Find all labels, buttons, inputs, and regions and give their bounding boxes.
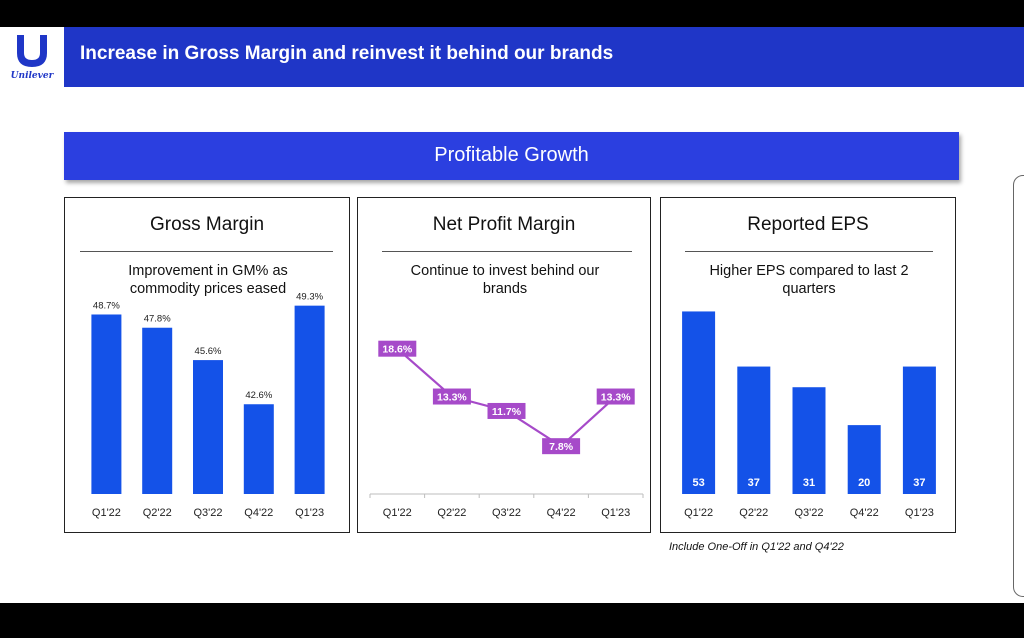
slide-title: Increase in Gross Margin and reinvest it…: [80, 43, 614, 64]
panel-divider: [382, 251, 632, 252]
presentation-slide: Unilever Increase in Gross Margin and re…: [0, 27, 1024, 603]
reported-eps-chart: 53 37 31 20 37 Q1'22 Q2'22 Q3'22 Q4'22 Q1'23: [682, 311, 936, 519]
data-label: 53: [692, 477, 704, 489]
banner-label: Profitable Growth: [434, 144, 589, 166]
x-tick-label: Q1'22: [92, 507, 121, 519]
unilever-u-logo-icon: [17, 35, 47, 67]
chart-bar: [902, 366, 936, 494]
chart-bar: [847, 425, 881, 494]
panel-subtitle: Continue to invest behind our brands: [410, 263, 600, 297]
section-banner: Profitable Growth: [64, 132, 959, 180]
brand-wordmark: Unilever: [10, 71, 54, 81]
unilever-logo: Unilever: [0, 27, 64, 87]
chart-bar: [193, 360, 223, 494]
x-tick-label: Q1'23: [905, 507, 934, 519]
panel-title: Net Profit Margin: [432, 214, 576, 235]
footnote: Include One-Off in Q1'22 and Q4'22: [669, 541, 844, 553]
data-label: 42.6%: [245, 390, 272, 401]
chart-bar: [682, 311, 716, 494]
data-label: 20: [858, 477, 870, 489]
data-label: 18.6%: [382, 344, 412, 356]
title-bar: Increase in Gross Margin and reinvest it…: [64, 27, 1024, 87]
data-label: 48.7%: [93, 300, 120, 311]
data-point-marker: [487, 402, 526, 419]
x-tick-label: Q2'22: [739, 507, 768, 519]
series-line: [396, 347, 617, 448]
data-label: 13.3%: [437, 392, 467, 404]
data-label: 49.3%: [296, 292, 323, 303]
gross-margin-panel: Gross Margin Improvement in GM% as commo…: [64, 197, 350, 533]
data-label: 45.6%: [195, 346, 222, 357]
side-panel-edge: [1013, 175, 1024, 597]
chart-bar: [294, 305, 325, 494]
x-tick-label: Q3'22: [193, 507, 222, 519]
data-label: 31: [803, 477, 815, 489]
data-label: 13.3%: [601, 392, 631, 404]
panel-title: Reported EPS: [747, 214, 869, 235]
x-tick-label: Q1'22: [383, 507, 412, 519]
data-label: 37: [748, 477, 760, 489]
data-point-marker: [542, 438, 581, 455]
x-tick-label: Q4'22: [547, 507, 576, 519]
data-label: 11.7%: [492, 406, 522, 418]
net-profit-margin-chart: 18.6% 13.3% 11.7% 7.8% 13.3% Q1'22 Q2'22 Q3'22 Q…: [369, 340, 644, 519]
data-label: 47.8%: [144, 314, 171, 325]
x-tick-label: Q2'22: [437, 507, 466, 519]
gross-margin-chart: 48.7% 47.8% 45.6% 42.6% 49.3% Q1'22 Q2'22 Q3'22…: [91, 292, 325, 519]
chart-bar: [243, 404, 274, 494]
chart-bar: [737, 366, 771, 494]
x-tick-label: Q1'22: [684, 507, 713, 519]
panel-divider: [685, 251, 933, 252]
x-tick-label: Q2'22: [143, 507, 172, 519]
panel-divider: [80, 251, 333, 252]
net-profit-margin-panel: Net Profit Margin Continue to invest beh…: [357, 197, 651, 533]
data-label: 7.8%: [549, 441, 574, 453]
x-tick-label: Q4'22: [244, 507, 273, 519]
x-tick-label: Q3'22: [794, 507, 823, 519]
reported-eps-panel: Reported EPS Higher EPS compared to last…: [660, 197, 956, 533]
chart-bar: [142, 327, 173, 494]
panel-subtitle: Higher EPS compared to last 2 quarters: [709, 263, 909, 297]
panel-subtitle: Improvement in GM% as commodity prices e…: [128, 263, 288, 297]
x-tick-label: Q1'23: [601, 507, 630, 519]
chart-bar: [792, 387, 826, 494]
data-point-marker: [432, 388, 471, 405]
data-point-marker: [596, 388, 635, 405]
panel-title: Gross Margin: [149, 214, 265, 235]
x-tick-label: Q4'22: [850, 507, 879, 519]
x-tick-label: Q1'23: [295, 507, 324, 519]
x-tick-label: Q3'22: [492, 507, 521, 519]
data-point-marker: [378, 340, 417, 357]
data-label: 37: [913, 477, 925, 489]
chart-bar: [91, 314, 122, 494]
